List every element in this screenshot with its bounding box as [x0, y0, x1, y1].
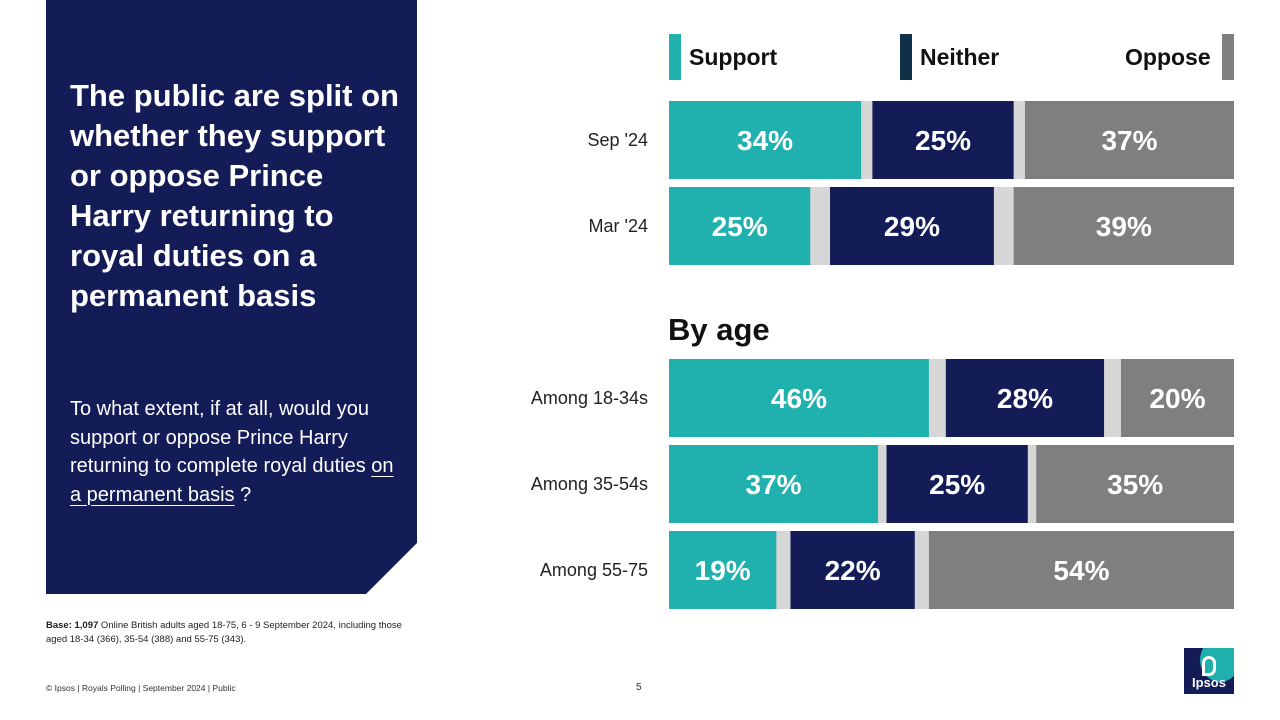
- base-note-bold: Base: 1,097: [46, 620, 99, 631]
- bar-oppose-among-18-34s: [1121, 359, 1234, 437]
- value-label-neither-among-55-75: 22%: [825, 555, 881, 586]
- section-title-by-age: By age: [668, 312, 770, 347]
- footer-copyright: © Ipsos | Royals Polling | September 202…: [46, 683, 236, 693]
- category-label-among-55-75: Among 55-75: [540, 560, 648, 580]
- category-label-among-18-34s: Among 18-34s: [531, 388, 648, 408]
- legend-neither-swatch: [900, 34, 912, 80]
- headline-panel: [46, 0, 417, 594]
- category-label-among-35-54s: Among 35-54s: [531, 474, 648, 494]
- bar-support-among-55-75: [669, 531, 777, 609]
- value-label-support-mar-24: 25%: [712, 211, 768, 242]
- bar-support-mar-24: [669, 187, 811, 265]
- legend-neither-label: Neither: [920, 44, 1000, 70]
- value-label-neither-sep-24: 25%: [915, 125, 971, 156]
- bar-neither-among-18-34s: [945, 359, 1105, 437]
- value-label-neither-among-35-54s: 25%: [929, 469, 985, 500]
- legend-support-label: Support: [689, 44, 778, 70]
- legend-oppose-label: Oppose: [1125, 44, 1211, 70]
- bar-support-among-35-54s: [669, 445, 879, 523]
- headline: The public are split on whether they sup…: [70, 78, 399, 313]
- bar-oppose-among-55-75: [928, 531, 1234, 609]
- question-underlined: on a permanent basis: [70, 455, 394, 506]
- category-label-sep-24: Sep '24: [588, 130, 649, 150]
- question-end: ?: [234, 483, 252, 506]
- bar-oppose-among-35-54s: [1036, 445, 1234, 523]
- logo-text: Ipsos: [1192, 675, 1226, 690]
- bar-support-sep-24: [669, 101, 862, 179]
- value-label-oppose-among-55-75: 54%: [1053, 555, 1109, 586]
- ipsos-logo: Ipsos: [1184, 648, 1234, 694]
- value-label-support-among-55-75: 19%: [695, 555, 751, 586]
- bar-oppose-sep-24: [1024, 101, 1234, 179]
- page-number: 5: [636, 682, 642, 693]
- bar-oppose-mar-24: [1013, 187, 1234, 265]
- legend-support-swatch: [669, 34, 681, 80]
- legend-oppose-swatch: [1222, 34, 1234, 80]
- value-label-oppose-among-18-34s: 20%: [1149, 383, 1205, 414]
- bar-neither-among-55-75: [790, 531, 915, 609]
- bar-neither-sep-24: [872, 101, 1014, 179]
- value-label-neither-among-18-34s: 28%: [997, 383, 1053, 414]
- question-text: To what extent, if at all, would you sup…: [70, 398, 372, 477]
- base-note: Base: 1,097 Online British adults aged 1…: [46, 619, 406, 646]
- bar-support-among-18-34s: [669, 359, 929, 437]
- logo-mark-icon: [1202, 656, 1216, 676]
- value-label-support-sep-24: 34%: [737, 125, 793, 156]
- value-label-neither-mar-24: 29%: [884, 211, 940, 242]
- survey-question: To what extent, if at all, would you sup…: [70, 395, 400, 509]
- value-label-oppose-among-35-54s: 35%: [1107, 469, 1163, 500]
- value-label-support-among-18-34s: 46%: [771, 383, 827, 414]
- category-label-mar-24: Mar '24: [589, 216, 648, 236]
- value-label-oppose-mar-24: 39%: [1096, 211, 1152, 242]
- value-label-oppose-sep-24: 37%: [1101, 125, 1157, 156]
- value-label-support-among-35-54s: 37%: [746, 469, 802, 500]
- base-note-text: Online British adults aged 18-75, 6 - 9 …: [46, 620, 402, 645]
- logo-teal-shape: [1200, 648, 1234, 682]
- bar-neither-mar-24: [830, 187, 994, 265]
- bar-neither-among-35-54s: [886, 445, 1028, 523]
